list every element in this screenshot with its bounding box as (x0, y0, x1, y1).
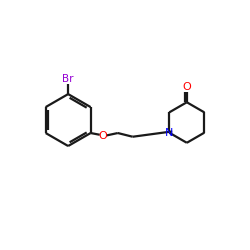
Text: N: N (165, 128, 173, 138)
Text: O: O (182, 82, 191, 92)
Text: O: O (98, 130, 107, 140)
Text: Br: Br (62, 74, 74, 84)
